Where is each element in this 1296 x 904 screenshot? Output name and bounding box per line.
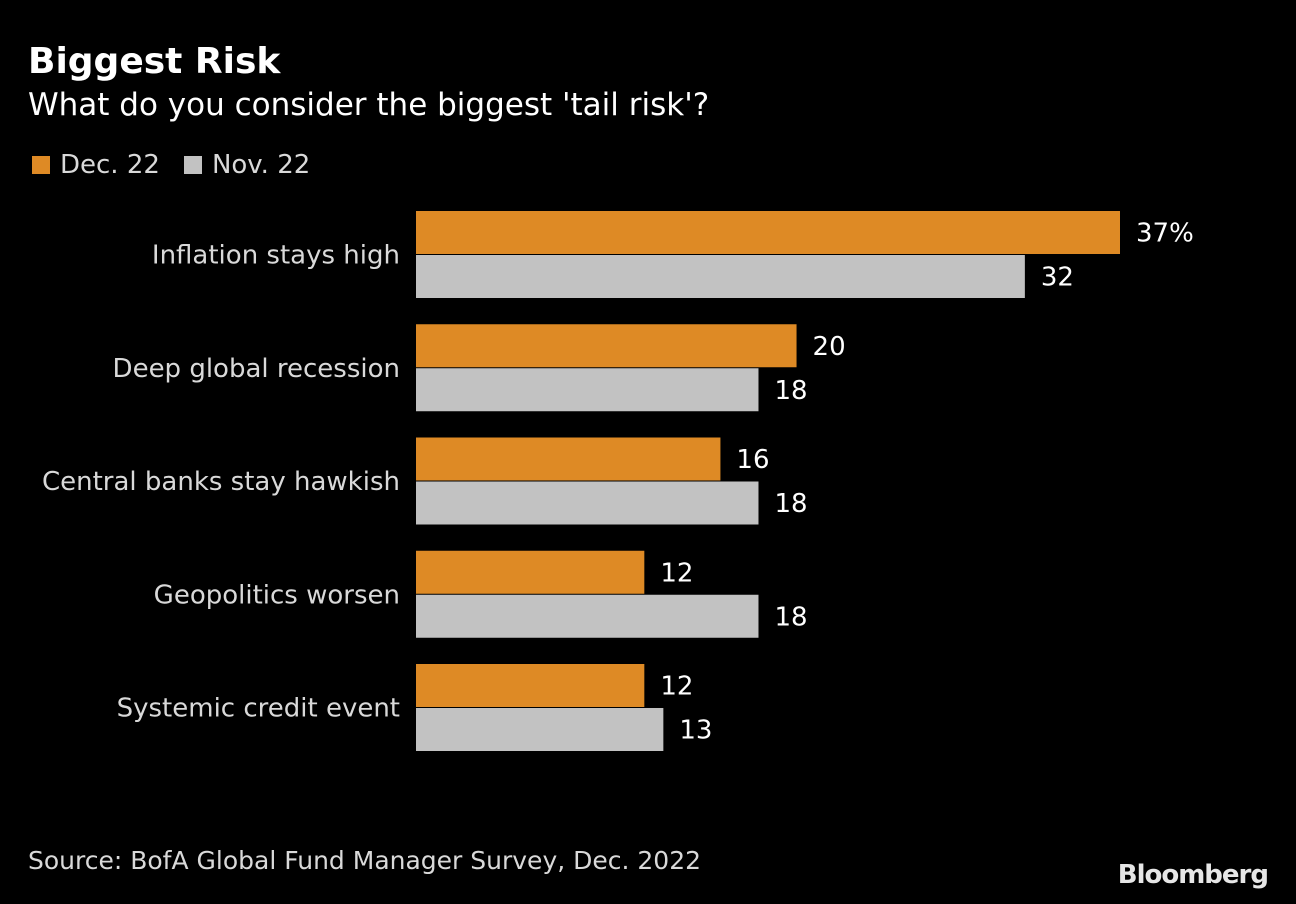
value-label-dec-22-inflation-stays-high: 37% xyxy=(1136,219,1194,249)
legend-item-nov22: Nov. 22 xyxy=(183,150,311,180)
bar-dec-22-systemic-credit-event xyxy=(416,664,645,707)
chart-subtitle: What do you consider the biggest 'tail r… xyxy=(28,87,710,123)
legend-swatch-nov22 xyxy=(183,156,202,174)
bar-nov-22-deep-global-recession xyxy=(416,368,759,412)
legend-label-nov22: Nov. 22 xyxy=(211,150,311,180)
value-label-nov-22-central-banks-stay-hawkish: 18 xyxy=(774,489,807,519)
bar-dec-22-inflation-stays-high xyxy=(416,211,1120,254)
value-label-dec-22-central-banks-stay-hawkish: 16 xyxy=(736,445,769,475)
bar-dec-22-deep-global-recession xyxy=(416,324,797,368)
bar-dec-22-geopolitics-worsen xyxy=(416,550,645,594)
bar-nov-22-systemic-credit-event xyxy=(416,708,664,751)
legend-label-dec22: Dec. 22 xyxy=(60,150,160,180)
chart-title: Biggest Risk xyxy=(28,41,281,82)
legend-item-dec22: Dec. 22 xyxy=(32,150,160,180)
category-label-deep-global-recession: Deep global recession xyxy=(113,354,400,384)
bar-nov-22-inflation-stays-high xyxy=(416,255,1025,298)
value-label-nov-22-inflation-stays-high: 32 xyxy=(1041,263,1074,293)
legend: Dec. 22 Nov. 22 xyxy=(32,150,310,180)
value-label-dec-22-geopolitics-worsen: 12 xyxy=(660,558,693,588)
source-note: Source: BofA Global Fund Manager Survey,… xyxy=(28,846,702,875)
bar-dec-22-central-banks-stay-hawkish xyxy=(416,437,721,481)
value-label-nov-22-geopolitics-worsen: 18 xyxy=(774,602,807,632)
category-label-inflation-stays-high: Inflation stays high xyxy=(152,241,400,271)
bar-nov-22-central-banks-stay-hawkish xyxy=(416,481,759,525)
value-label-dec-22-systemic-credit-event: 12 xyxy=(660,672,693,702)
category-label-geopolitics-worsen: Geopolitics worsen xyxy=(154,580,400,610)
bloomberg-logo: Bloomberg xyxy=(1117,860,1269,890)
legend-swatch-dec22 xyxy=(32,156,50,174)
value-label-nov-22-systemic-credit-event: 13 xyxy=(679,716,712,746)
value-label-dec-22-deep-global-recession: 20 xyxy=(813,332,846,362)
bar-nov-22-geopolitics-worsen xyxy=(416,594,759,638)
category-label-systemic-credit-event: Systemic credit event xyxy=(117,694,400,724)
value-label-nov-22-deep-global-recession: 18 xyxy=(774,376,807,406)
category-label-central-banks-stay-hawkish: Central banks stay hawkish xyxy=(42,467,400,497)
